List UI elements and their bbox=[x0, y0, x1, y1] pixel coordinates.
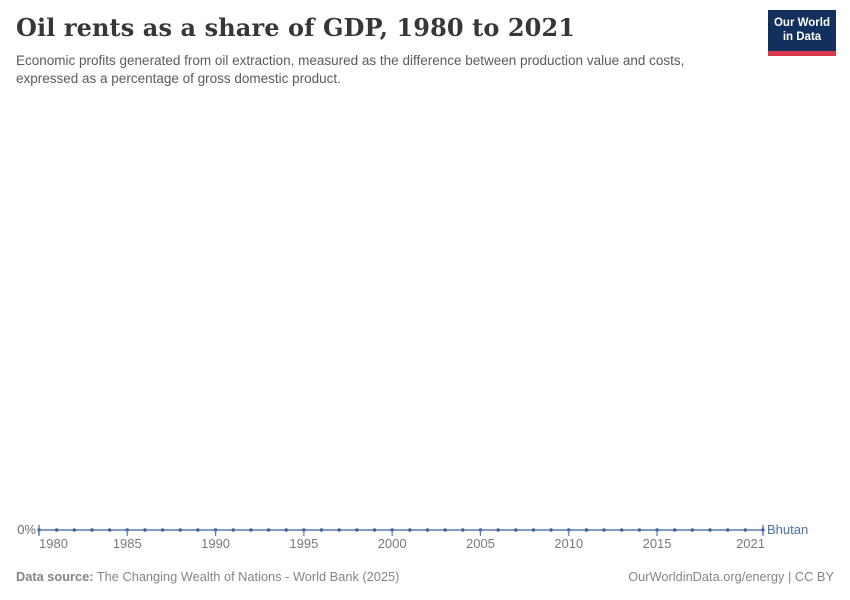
data-point-1987 bbox=[160, 528, 165, 532]
y-axis-zero-label: 0% bbox=[17, 522, 36, 537]
data-point-2020 bbox=[743, 528, 748, 532]
license-credit-link[interactable]: OurWorldinData.org/energy | CC BY bbox=[628, 569, 834, 584]
data-point-1986 bbox=[143, 528, 147, 532]
chart-subtitle: Economic profits generated from oil extr… bbox=[16, 53, 685, 86]
data-point-1989 bbox=[196, 528, 200, 532]
data-point-2013 bbox=[620, 528, 624, 532]
data-point-1993 bbox=[266, 528, 271, 532]
data-point-2009 bbox=[549, 528, 553, 532]
data-source-label: Data source: bbox=[16, 569, 94, 584]
data-point-1999 bbox=[372, 528, 377, 532]
data-point-1992 bbox=[249, 528, 253, 532]
data-point-2001 bbox=[408, 528, 412, 532]
data-point-2012 bbox=[602, 528, 606, 532]
data-point-1988 bbox=[178, 528, 182, 532]
x-axis-tick-labels: 1980 1985 1990 1995 2000 2005 2010 2015 2021 bbox=[0, 536, 850, 551]
data-point-2003 bbox=[443, 528, 447, 532]
x-tick-label-1980: 1980 bbox=[39, 536, 68, 551]
x-tick-label-1985: 1985 bbox=[112, 536, 142, 551]
data-point-1982 bbox=[72, 528, 77, 532]
x-tick-label-1990: 1990 bbox=[201, 536, 231, 551]
data-point-2014 bbox=[637, 528, 642, 532]
data-point-2007 bbox=[514, 528, 518, 532]
data-point-2017 bbox=[690, 528, 695, 532]
data-point-2018 bbox=[708, 528, 712, 532]
data-point-2008 bbox=[531, 528, 536, 532]
data-point-2006 bbox=[496, 528, 500, 532]
data-source-value: The Changing Wealth of Nations - World B… bbox=[93, 569, 400, 584]
owid-logo[interactable]: Our World in Data bbox=[768, 10, 836, 56]
data-point-1981 bbox=[54, 528, 59, 532]
owid-logo-line1: Our World bbox=[773, 17, 830, 29]
line-plot bbox=[37, 525, 765, 536]
x-tick-label-2015: 2015 bbox=[642, 536, 672, 551]
data-point-1983 bbox=[90, 528, 94, 532]
data-point-1996 bbox=[319, 528, 324, 532]
data-point-1991 bbox=[231, 528, 235, 532]
chart-title: Oil rents as a share of GDP, 1980 to 202… bbox=[16, 13, 576, 42]
x-tick-label-2005: 2005 bbox=[465, 536, 495, 551]
owid-logo-line2: in Data bbox=[782, 30, 822, 43]
data-point-1994 bbox=[284, 528, 288, 532]
x-tick-label-2021: 2021 bbox=[736, 536, 765, 551]
data-point-2016 bbox=[673, 528, 677, 532]
data-point-2019 bbox=[725, 528, 730, 532]
series-label-bhutan[interactable]: Bhutan bbox=[767, 522, 809, 537]
data-point-2011 bbox=[584, 528, 589, 532]
x-tick-label-2010: 2010 bbox=[554, 536, 584, 551]
data-source-note: Data source: The Changing Wealth of Nati… bbox=[16, 569, 399, 584]
x-tick-label-1995: 1995 bbox=[289, 536, 319, 551]
data-point-2002 bbox=[425, 528, 430, 532]
data-point-1998 bbox=[355, 528, 359, 532]
data-point-2004 bbox=[461, 528, 465, 532]
x-tick-label-2000: 2000 bbox=[377, 536, 407, 551]
data-point-1984 bbox=[107, 528, 112, 532]
chart-footer: Data source: The Changing Wealth of Nati… bbox=[16, 569, 834, 584]
data-point-1997 bbox=[337, 528, 341, 532]
